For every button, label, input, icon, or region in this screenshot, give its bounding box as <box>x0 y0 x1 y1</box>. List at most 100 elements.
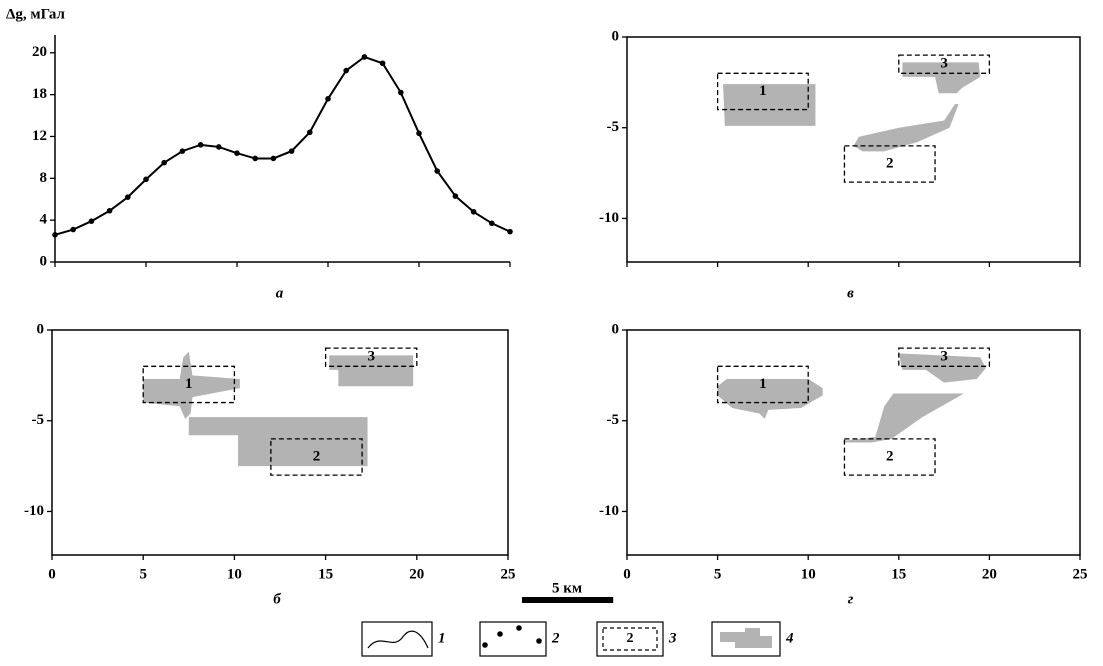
y-tick-label: -5 <box>607 412 620 428</box>
body-label: 3 <box>940 349 948 365</box>
data-point <box>88 218 95 225</box>
x-tick-label: 15 <box>891 566 906 582</box>
body-label: 1 <box>185 376 193 392</box>
true-body <box>324 347 418 367</box>
solution-area <box>329 355 414 387</box>
data-point <box>416 130 422 137</box>
data-line <box>54 55 511 236</box>
solution-area <box>188 417 368 467</box>
data-point <box>125 194 131 200</box>
panel-caption: в <box>847 285 854 301</box>
data-point <box>252 155 258 162</box>
x-tick-label: 5 <box>714 566 722 582</box>
legend-dot <box>516 625 522 631</box>
data-point <box>343 67 350 74</box>
data-point <box>307 129 313 136</box>
y-tick-label: 18 <box>32 86 47 102</box>
data-point <box>398 89 404 96</box>
x-tick-label: 5 <box>139 566 147 582</box>
solution-area <box>902 62 981 94</box>
body-label: 2 <box>886 155 894 171</box>
data-point <box>179 148 186 154</box>
data-point <box>161 159 167 166</box>
y-tick-label: -10 <box>599 210 619 226</box>
data-point <box>434 168 441 174</box>
plot-frame <box>626 329 1081 556</box>
data-point <box>143 176 149 183</box>
y-tick-label: -5 <box>32 412 45 428</box>
legend-gray-sample <box>720 628 772 648</box>
legend-dashed-sample <box>602 627 658 651</box>
y-tick-label: -10 <box>599 503 619 519</box>
true-body <box>142 365 236 404</box>
body-label: 2 <box>886 448 894 464</box>
legend-box <box>361 621 433 657</box>
data-point <box>70 226 76 233</box>
y-tick-label: 20 <box>32 44 47 60</box>
true-body <box>716 72 809 111</box>
true-body <box>716 365 809 404</box>
x-tick-label: 20 <box>409 566 424 582</box>
data-point <box>106 207 113 214</box>
panel-caption: г <box>848 591 854 607</box>
y-tick-label: 12 <box>32 128 47 144</box>
true-body <box>843 145 936 183</box>
y-tick-label: -10 <box>24 503 44 519</box>
data-point <box>197 142 204 148</box>
data-point <box>288 148 295 154</box>
true-body <box>270 438 363 476</box>
data-point <box>270 155 277 162</box>
legend-label: 1 <box>438 630 446 646</box>
data-point <box>216 144 222 150</box>
data-point <box>470 208 477 215</box>
y-tick-label: 0 <box>37 321 45 337</box>
data-point <box>325 96 331 102</box>
legend-dot <box>497 631 503 637</box>
data-point <box>507 228 513 235</box>
panel-caption: а <box>276 285 284 301</box>
legend-box <box>711 621 781 657</box>
data-point <box>234 150 240 157</box>
solution-area <box>853 104 959 152</box>
y-tick-label: 0 <box>612 321 620 337</box>
x-tick-label: 25 <box>501 566 516 582</box>
y-tick-label: -5 <box>607 119 620 135</box>
y-tick-label: 8 <box>40 170 48 186</box>
data-point <box>452 193 459 199</box>
solution-area <box>723 84 816 126</box>
body-label: 3 <box>367 349 375 365</box>
y-axis-label: Δg, мГал <box>6 6 65 22</box>
solution-area <box>844 393 965 443</box>
legend-dot <box>482 642 488 648</box>
legend-line-sample <box>367 630 429 649</box>
true-body <box>898 347 991 367</box>
y-tick-label: 4 <box>40 212 48 228</box>
true-body <box>898 54 991 74</box>
true-body <box>843 438 936 476</box>
legend-label: 4 <box>785 630 794 646</box>
body-label: 2 <box>313 448 321 464</box>
data-point <box>489 220 495 227</box>
body-label: 3 <box>940 56 948 72</box>
x-tick-label: 25 <box>1073 566 1088 582</box>
x-tick-label: 15 <box>318 566 333 582</box>
legend-symbols <box>361 621 781 657</box>
x-tick-label: 20 <box>982 566 997 582</box>
body-label: 1 <box>759 83 767 99</box>
legend-dot <box>536 638 542 644</box>
legend-box <box>479 621 547 657</box>
y-tick-label: 0 <box>40 253 48 269</box>
x-tick-label: 10 <box>801 566 816 582</box>
panel-caption: б <box>273 591 281 607</box>
solution-area <box>898 353 986 383</box>
plot-frame <box>51 329 509 556</box>
y-tick-label: 0 <box>612 28 620 44</box>
x-tick-label: 0 <box>48 566 56 582</box>
legend-label: 2 <box>551 630 560 646</box>
x-tick-label: 0 <box>623 566 631 582</box>
solution-area <box>717 378 823 419</box>
legend-sample-label: 2 <box>627 631 634 646</box>
x-tick-label: 10 <box>227 566 242 582</box>
plot-frame <box>55 35 510 262</box>
